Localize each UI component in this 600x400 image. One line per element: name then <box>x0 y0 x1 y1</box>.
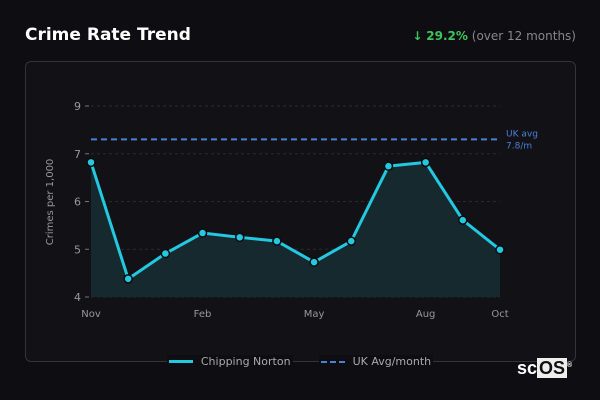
logo-text: sc <box>517 358 538 378</box>
change-note: (over 12 months) <box>471 29 576 43</box>
y-axis-title: Crimes per 1,000 <box>45 159 56 246</box>
area-fill <box>91 162 500 297</box>
y-tick-label: 7 <box>74 148 81 161</box>
data-point <box>272 236 282 246</box>
scos-logo: sc OS ® <box>517 358 572 379</box>
x-tick-label: Nov <box>81 309 101 320</box>
data-point <box>197 228 208 238</box>
x-tick-label: Oct <box>491 309 508 320</box>
data-point <box>383 161 394 171</box>
data-point <box>234 232 245 243</box>
page-title: Crime Rate Trend <box>25 25 191 45</box>
y-tick-label: 5 <box>74 243 81 256</box>
x-tick-label: Aug <box>416 309 436 320</box>
data-point <box>346 236 357 246</box>
legend-swatch <box>320 360 345 363</box>
chart-panel <box>25 61 576 362</box>
data-point <box>420 157 431 168</box>
legend-item-series[interactable]: Chipping Norton <box>166 355 293 368</box>
x-tick-label: May <box>304 309 325 320</box>
legend-label: Chipping Norton <box>200 355 291 368</box>
change-summary: ↓ 29.2% (over 12 months) <box>412 29 576 43</box>
y-tick-label: 6 <box>74 196 81 209</box>
logo-text: OS <box>537 358 568 378</box>
legend-label: UK Avg/month <box>352 355 432 368</box>
y-tick-label: 9 <box>74 100 81 113</box>
logo-mark: ® <box>567 362 573 369</box>
x-tick-label: Feb <box>194 309 212 320</box>
y-tick-label: 4 <box>74 291 81 304</box>
data-point <box>86 157 96 168</box>
data-point <box>495 244 505 255</box>
down-arrow-icon: ↓ <box>412 29 423 43</box>
data-point <box>309 257 319 267</box>
uk-avg-value: 7.8/m <box>506 141 532 151</box>
legend-item-uk-avg[interactable]: UK Avg/month <box>318 355 434 368</box>
data-point <box>458 215 468 225</box>
data-point <box>123 274 133 284</box>
data-point <box>160 248 171 259</box>
legend-swatch <box>168 360 193 363</box>
change-percent: 29.2% <box>426 29 468 43</box>
series-line <box>89 160 501 281</box>
legend: Chipping Norton UK Avg/month <box>0 355 600 368</box>
uk-avg-label: UK avg <box>506 129 538 139</box>
